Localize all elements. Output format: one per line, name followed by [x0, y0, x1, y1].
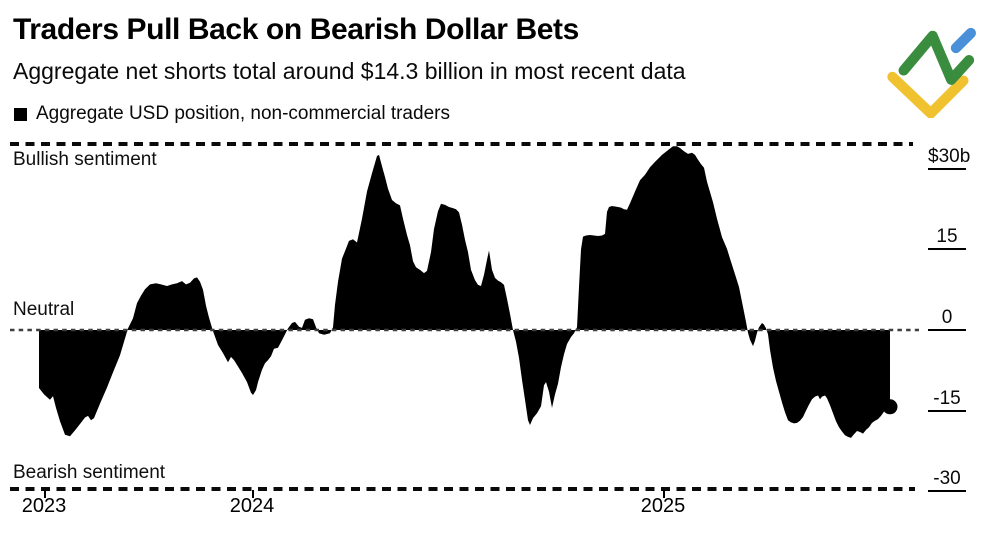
y-axis-label: -15	[928, 388, 966, 412]
litefinance-logo-icon	[887, 27, 976, 118]
page-subtitle: Aggregate net shorts total around $14.3 …	[13, 58, 686, 84]
y-axis-label: -30	[928, 468, 966, 493]
y-axis-label: 15	[928, 226, 966, 251]
latest-value-dot	[882, 399, 898, 415]
annotation-bearish-sentiment: Bearish sentiment	[13, 462, 166, 483]
x-axis-label: 2024	[229, 495, 275, 517]
annotation-bullish-sentiment: Bullish sentiment	[13, 149, 157, 170]
x-axis-label: 2025	[640, 495, 686, 517]
legend-swatch-icon	[14, 107, 27, 121]
x-axis-label: 2023	[21, 495, 67, 517]
legend: Aggregate USD position, non-commercial t…	[14, 103, 450, 125]
x-axis-tick	[44, 490, 46, 498]
y-axis-label: $30b	[928, 146, 970, 170]
x-axis-tick	[252, 490, 254, 498]
area-series	[39, 146, 890, 438]
y-axis-label: 0	[928, 307, 966, 331]
page-title: Traders Pull Back on Bearish Dollar Bets	[13, 13, 579, 46]
legend-label: Aggregate USD position, non-commercial t…	[36, 103, 450, 124]
annotation-neutral: Neutral	[13, 299, 75, 320]
x-axis-tick	[663, 490, 665, 498]
